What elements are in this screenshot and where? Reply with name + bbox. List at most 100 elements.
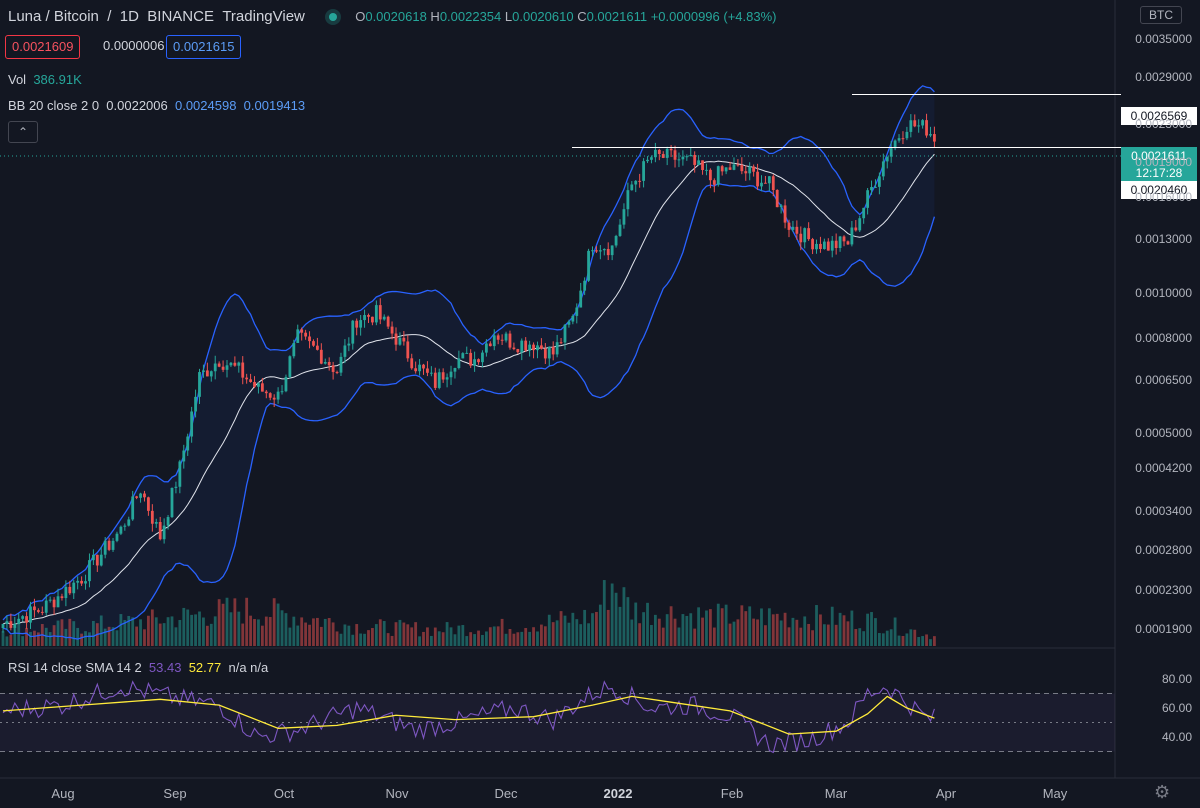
candle-body [115, 533, 119, 541]
candle-body [484, 343, 488, 353]
volume-bar [598, 604, 602, 646]
candle-body [736, 164, 740, 166]
candle-body [33, 606, 36, 611]
bollinger-legend[interactable]: BB 20 close 2 0 0.0022006 0.0024598 0.00… [8, 98, 306, 113]
candle-body [48, 599, 52, 601]
chevron-up-icon[interactable]: ⌃ [8, 121, 38, 143]
currency-button[interactable]: BTC [1140, 6, 1182, 24]
candle-body [744, 171, 748, 174]
volume-bar [111, 627, 115, 646]
volume-bar [131, 617, 135, 646]
candle-body [194, 396, 197, 412]
candle-body [685, 156, 689, 158]
volume-bar [237, 611, 241, 646]
candle-body [217, 363, 221, 367]
volume-bar [567, 622, 571, 646]
candle-body [76, 580, 80, 583]
candle-body [705, 169, 708, 171]
time-tick-label: Mar [824, 786, 848, 801]
volume-bar [374, 624, 378, 646]
volume-bar [528, 631, 532, 646]
candle-body [88, 560, 91, 582]
volume-bar [925, 634, 928, 646]
volume-bar [260, 625, 264, 646]
volume-bar [681, 614, 685, 646]
rsi-tick-label: 60.00 [1161, 701, 1192, 715]
rsi-legend[interactable]: RSI 14 close SMA 14 2 53.43 52.77 n/a n/… [8, 660, 269, 675]
volume-bar [877, 633, 881, 646]
candle-body [473, 359, 476, 366]
candle-body [119, 526, 123, 534]
volume-bar [689, 613, 693, 646]
candle-body [143, 493, 146, 498]
volume-bar [316, 617, 319, 646]
volume-bar [874, 618, 877, 646]
volume-bar [579, 624, 583, 646]
candle-body [304, 332, 308, 337]
candle-body [355, 320, 359, 328]
candle-body [276, 391, 280, 400]
candle-body [618, 224, 622, 236]
candle-body [481, 352, 484, 363]
volume-bar [72, 621, 76, 646]
candle-body [752, 166, 756, 172]
volume-bar [394, 622, 398, 646]
volume-bar [312, 618, 315, 646]
chart-exchange: BINANCE [147, 8, 214, 25]
candle-body [150, 510, 154, 524]
candle-body [622, 209, 626, 225]
volume-bar [343, 624, 347, 646]
candle-body [292, 342, 296, 357]
candle-body [209, 371, 213, 377]
time-tick-label: 2022 [603, 786, 633, 801]
volume-bar [504, 633, 508, 646]
candle-body [610, 245, 614, 256]
candle-body [29, 606, 32, 623]
chart-interval[interactable]: 1D [119, 8, 139, 25]
buy-button[interactable]: 0.0021615 [166, 35, 242, 59]
volume-legend[interactable]: Vol 386.91K [8, 72, 82, 87]
price-tick-label: 0.0019000 [1135, 155, 1192, 170]
candle-body [571, 315, 575, 322]
candle-body [178, 461, 182, 487]
candle-body [260, 383, 264, 392]
candle-body [504, 333, 508, 341]
volume-bar [477, 630, 480, 646]
candle-body [488, 343, 492, 347]
time-tick-label: Sep [163, 786, 187, 801]
volume-bar [610, 583, 614, 646]
volume-bar [363, 633, 366, 646]
candle-body [728, 167, 732, 170]
candle-body [881, 161, 885, 177]
candle-body [669, 148, 673, 151]
candle-body [893, 140, 897, 149]
low-value: 0.0020610 [512, 9, 574, 24]
settings-gear-icon[interactable]: ⚙ [1154, 782, 1171, 802]
candle-body [335, 371, 339, 373]
candle-body [131, 496, 135, 520]
volume-bar [575, 619, 579, 646]
volume-bar [492, 626, 496, 646]
candle-body [280, 391, 284, 393]
candle-body [225, 365, 229, 370]
volume-bar [701, 617, 704, 646]
volume-bar [826, 624, 830, 646]
candle-body [933, 134, 936, 142]
volume-bar [331, 622, 335, 646]
chart-symbol[interactable]: Luna / Bitcoin [8, 8, 99, 25]
volume-bar [272, 598, 276, 646]
volume-bar [453, 634, 457, 646]
candle-body [457, 358, 461, 369]
candle-body [257, 383, 260, 387]
volume-bar [822, 624, 826, 646]
candle-body [846, 241, 850, 245]
candle-body [756, 171, 759, 187]
sell-button[interactable]: 0.0021609 [5, 35, 81, 59]
volume-bar [288, 627, 292, 646]
candle-body [508, 333, 512, 348]
volume-bar [36, 632, 40, 646]
rsi-tick-label: 40.00 [1161, 730, 1192, 744]
volume-bar [296, 625, 300, 646]
candle-body [598, 250, 602, 252]
